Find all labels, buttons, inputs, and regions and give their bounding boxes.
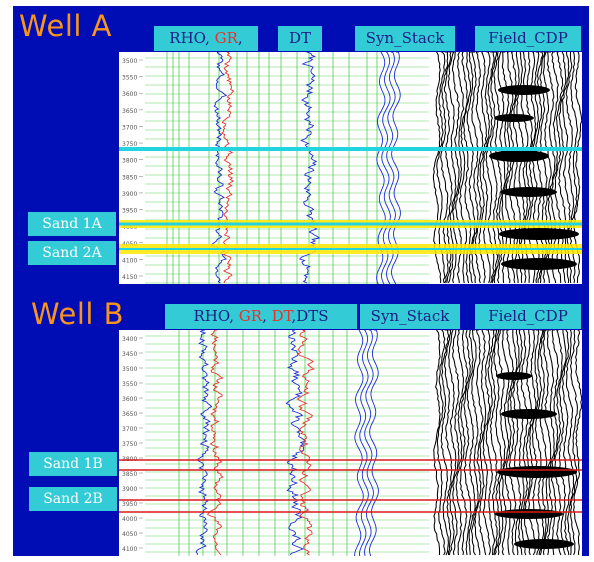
field-cdp-trace <box>436 330 446 556</box>
depth-tick-label: 4100 <box>122 546 137 553</box>
well-a-dt-label: DT <box>288 29 312 47</box>
depth-tick-label: 3500 <box>122 58 137 65</box>
field-cdp-trace <box>485 330 496 556</box>
sand-2a-label: Sand 2A <box>28 241 116 265</box>
well-a-log-panel: 3500 3550 3600 3650 3700 3750 3800 3850 3900 3950… <box>119 52 582 284</box>
sand-1b-label: Sand 1B <box>29 452 117 476</box>
seismic-reflector <box>514 539 574 549</box>
field-cdp-trace <box>452 330 460 556</box>
figure-frame: Well A RHO, GR, DT Syn_Stack Field_CDP 3… <box>13 6 589 556</box>
well-a-gr-label: GR <box>214 29 238 47</box>
well-b-dt-label: DT <box>271 307 292 325</box>
well-b-header-syn-stack: Syn_Stack <box>360 304 460 329</box>
depth-tick-label: 3550 <box>122 75 137 82</box>
seismic-reflector <box>498 85 550 95</box>
gr-curve <box>206 330 224 556</box>
depth-tick-label: 3500 <box>122 366 137 373</box>
well-a-header-rho-gr: RHO, GR, <box>154 26 258 51</box>
field-cdp-trace <box>443 330 453 556</box>
syn-stack-trace <box>364 330 374 556</box>
seismic-reflector <box>495 509 563 519</box>
field-cdp-trace <box>561 330 571 556</box>
depth-tick-label: 3600 <box>122 396 137 403</box>
well-a-header-field-cdp: Field_CDP <box>475 26 581 51</box>
depth-tick-label: 3850 <box>122 174 137 181</box>
field-cdp-trace <box>440 330 450 556</box>
field-cdp-trace <box>554 330 563 556</box>
seismic-reflector <box>497 466 577 478</box>
field-cdp-trace <box>558 330 567 556</box>
depth-tick-label: 3950 <box>122 501 137 508</box>
depth-tick-label: 3650 <box>122 108 137 115</box>
seismic-reflector <box>494 114 534 122</box>
field-cdp-trace <box>474 330 484 556</box>
field-cdp-trace <box>470 330 479 556</box>
depth-tick-label: 3900 <box>122 191 137 198</box>
dts-curve <box>296 330 315 556</box>
field-cdp-trace <box>463 330 472 556</box>
well-b-header-rho-gr-dt-dts: RHO, GR, DT,DTS <box>165 304 357 329</box>
depth-tick-label: 3950 <box>122 208 137 215</box>
well-b-rho-label: RHO <box>193 307 230 325</box>
depth-tick-label: 4100 <box>122 257 137 264</box>
field-cdp-trace <box>489 330 498 556</box>
well-b-syn-stack-label: Syn_Stack <box>370 307 450 325</box>
seismic-reflector <box>489 150 549 162</box>
well-b-log-svg: 3400345035003550360036503700375038003850… <box>119 330 582 556</box>
syn-stack-trace <box>369 330 379 556</box>
seismic-reflector <box>496 372 532 380</box>
depth-tick-label: 4150 <box>122 274 137 281</box>
field-cdp-trace <box>565 330 575 556</box>
depth-tick-label: 3700 <box>122 124 137 131</box>
field-cdp-trace <box>459 330 469 556</box>
depth-tick-label: 4000 <box>122 516 137 523</box>
field-cdp-trace <box>482 330 491 556</box>
well-b-log-panel: 3400345035003550360036503700375038003850… <box>119 330 582 556</box>
depth-tick-label: 3550 <box>122 381 137 388</box>
well-a-syn-stack-label: Syn_Stack <box>365 29 445 47</box>
depth-tick-label: 3900 <box>122 486 137 493</box>
well-a-field-cdp-label: Field_CDP <box>488 29 568 47</box>
field-cdp-trace <box>573 330 582 556</box>
field-cdp-trace <box>569 330 578 556</box>
well-a-log-svg: 3500 3550 3600 3650 3700 3750 3800 3850 3900 3950… <box>119 52 582 284</box>
field-cdp-trace <box>448 330 457 556</box>
depth-tick-label: 3450 <box>122 351 137 358</box>
well-b-dts-label: DTS <box>296 307 329 325</box>
depth-tick-label: 3400 <box>122 336 137 343</box>
well-a-header-syn-stack: Syn_Stack <box>355 26 455 51</box>
depth-tick-label: 3800 <box>122 158 137 165</box>
depth-tick-label: 3650 <box>122 411 137 418</box>
depth-tick-label: 3700 <box>122 426 137 433</box>
sand-2b-label: Sand 2B <box>29 487 117 511</box>
well-b-title: Well B <box>31 297 125 331</box>
depth-tick-label: 3750 <box>122 441 137 448</box>
depth-tick-label: 3850 <box>122 471 137 478</box>
seismic-reflector <box>501 187 557 197</box>
seismic-reflector <box>499 228 579 240</box>
well-a-rho-label: RHO <box>169 29 206 47</box>
field-cdp-trace <box>466 330 476 556</box>
well-b-field-cdp-label: Field_CDP <box>488 307 568 325</box>
dt-curve <box>285 330 307 556</box>
well-b-header-field-cdp: Field_CDP <box>475 304 581 329</box>
syn-stack-trace <box>359 330 369 556</box>
field-cdp-trace <box>493 330 503 556</box>
syn-stack-trace <box>354 330 364 556</box>
field-cdp-trace <box>433 330 441 555</box>
rho-curve <box>195 330 213 556</box>
well-a-title: Well A <box>19 9 112 43</box>
well-b-gr-label: GR <box>238 307 263 325</box>
depth-tick-label: 3600 <box>122 91 137 98</box>
sand-1a-label: Sand 1A <box>28 212 116 236</box>
depth-tick-label: 4050 <box>122 531 137 538</box>
seismic-reflector <box>501 409 557 419</box>
depth-tick-label: 3750 <box>122 141 137 148</box>
field-cdp-trace <box>455 330 464 556</box>
well-a-header-dt: DT <box>278 26 322 51</box>
field-cdp-trace <box>478 330 487 556</box>
seismic-reflector <box>501 258 577 270</box>
